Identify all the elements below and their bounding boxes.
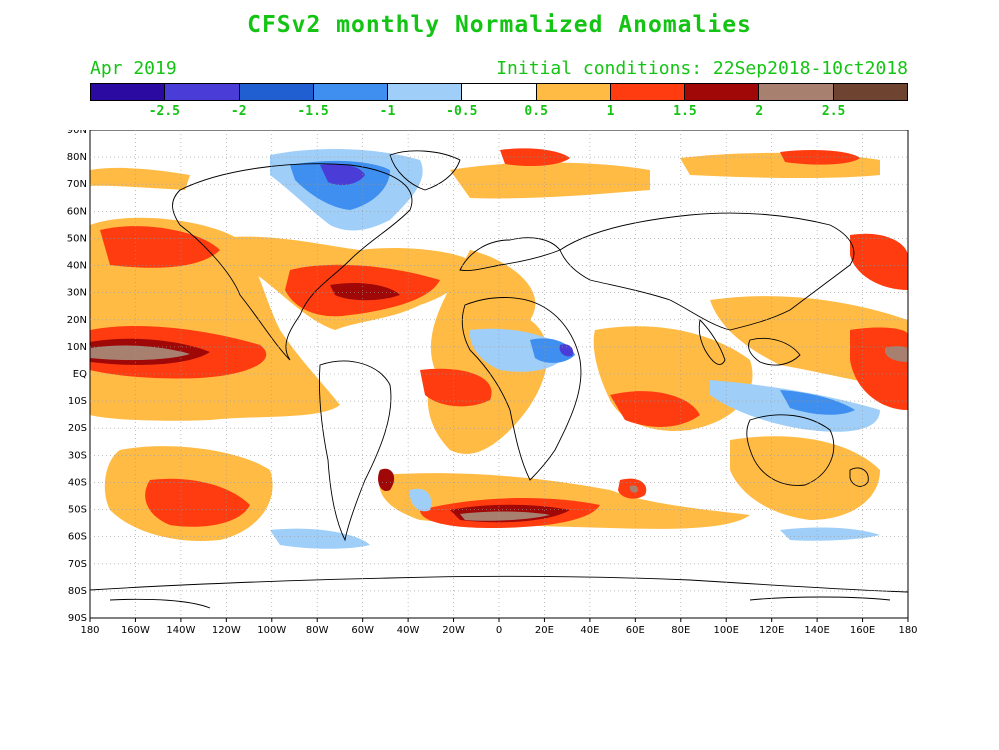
longitude-ticks: 180 160W 140W 120W 100W 80W 60W 40W 20W 0 20E 40E 60… [80, 618, 918, 636]
anomaly-level-minus-2 [320, 163, 574, 357]
lon-tick-label: 20W [442, 625, 465, 636]
lat-tick-label: 80N [67, 152, 87, 163]
map-title: CFSv2 monthly Normalized Anomalies [247, 12, 752, 38]
lat-tick-label: 70N [67, 179, 87, 190]
colorbar-label: 1 [606, 104, 615, 119]
lon-tick-label: 80E [671, 625, 690, 636]
lat-tick-label: 90S [68, 613, 87, 624]
colorbar-label: 0.5 [524, 104, 548, 119]
lat-tick-label: 50N [67, 233, 87, 244]
lat-tick-label: 70S [68, 559, 87, 570]
colorbar-label: -2.5 [148, 104, 181, 119]
forecast-month-label: Apr 2019 [90, 58, 177, 79]
colorbar [90, 83, 908, 101]
lon-tick-label: 40W [397, 625, 420, 636]
lon-tick-label: 100E [714, 625, 739, 636]
lat-tick-label: 30S [68, 450, 87, 461]
lon-tick-label: 20E [535, 625, 554, 636]
colorbar-segment [685, 84, 760, 100]
lat-tick-label: 60N [67, 206, 87, 217]
colorbar-segment [313, 84, 389, 100]
colorbar-segment [833, 84, 907, 100]
anomaly-map: 180 160W 140W 120W 100W 80W 60W 40W 20W 0 20E 40E 60… [67, 130, 918, 636]
lat-tick-label: 10S [68, 396, 87, 407]
colorbar-segment [610, 84, 686, 100]
lat-tick-label: 20N [67, 315, 87, 326]
colorbar-segment [239, 84, 314, 100]
lat-tick-label: 10N [67, 342, 87, 353]
lon-tick-label: 180 [80, 625, 99, 636]
lon-tick-label: 100W [257, 625, 286, 636]
lon-tick-label: 160E [850, 625, 875, 636]
colorbar-segment [759, 84, 834, 100]
lon-tick-label: 160W [121, 625, 150, 636]
anomaly-level-1.5 [90, 148, 908, 528]
colorbar-label: -1.5 [297, 104, 329, 119]
colorbar-segment [165, 84, 240, 100]
colorbar-label: -1 [379, 104, 396, 119]
graticule [90, 130, 908, 618]
lat-tick-label: 60S [68, 532, 87, 543]
lat-tick-label: 90N [67, 130, 87, 136]
lon-tick-label: 40E [580, 625, 599, 636]
lon-tick-label: 120W [212, 625, 241, 636]
anomaly-fields [90, 148, 908, 609]
lat-tick-label: 80S [68, 586, 87, 597]
initial-conditions-label: Initial conditions: 22Sep2018-10ct2018 [496, 58, 908, 79]
lon-tick-label: 120E [759, 625, 784, 636]
colorbar-segment [536, 84, 611, 100]
latitude-ticks: 90N 80N 70N 60N 50N 40N 30N 20N 10N EQ 10S 20S 30S 40… [67, 130, 87, 624]
colorbar-labels: -2.5 -2 -1.5 -1 -0.5 0.5 1 1.5 2 2.5 [90, 104, 908, 120]
colorbar-label: 2.5 [821, 104, 846, 119]
lat-tick-label: 40N [67, 261, 87, 272]
lon-tick-label: 180 [898, 625, 917, 636]
lon-tick-label: 0 [496, 625, 502, 636]
colorbar-label: 2 [755, 104, 764, 119]
lat-tick-label: 20S [68, 423, 87, 434]
colorbar-label: 1.5 [673, 104, 697, 119]
lon-tick-label: 80W [306, 625, 329, 636]
colorbar-label: -0.5 [446, 104, 478, 119]
colorbar-segment [91, 84, 166, 100]
colorbar-label: -2 [230, 104, 247, 119]
colorbar-segment [388, 84, 463, 100]
lon-tick-label: 60W [351, 625, 374, 636]
lon-tick-label: 140W [166, 625, 195, 636]
anomaly-level-2.5 [90, 345, 908, 521]
colorbar-segment [462, 84, 537, 100]
coastlines [90, 150, 908, 609]
lon-tick-label: 60E [626, 625, 645, 636]
lat-tick-label: 50S [68, 505, 87, 516]
lat-tick-label: 40S [68, 477, 87, 488]
lat-tick-label: EQ [73, 369, 87, 380]
lon-tick-label: 140E [804, 625, 829, 636]
lat-tick-label: 30N [67, 288, 87, 299]
